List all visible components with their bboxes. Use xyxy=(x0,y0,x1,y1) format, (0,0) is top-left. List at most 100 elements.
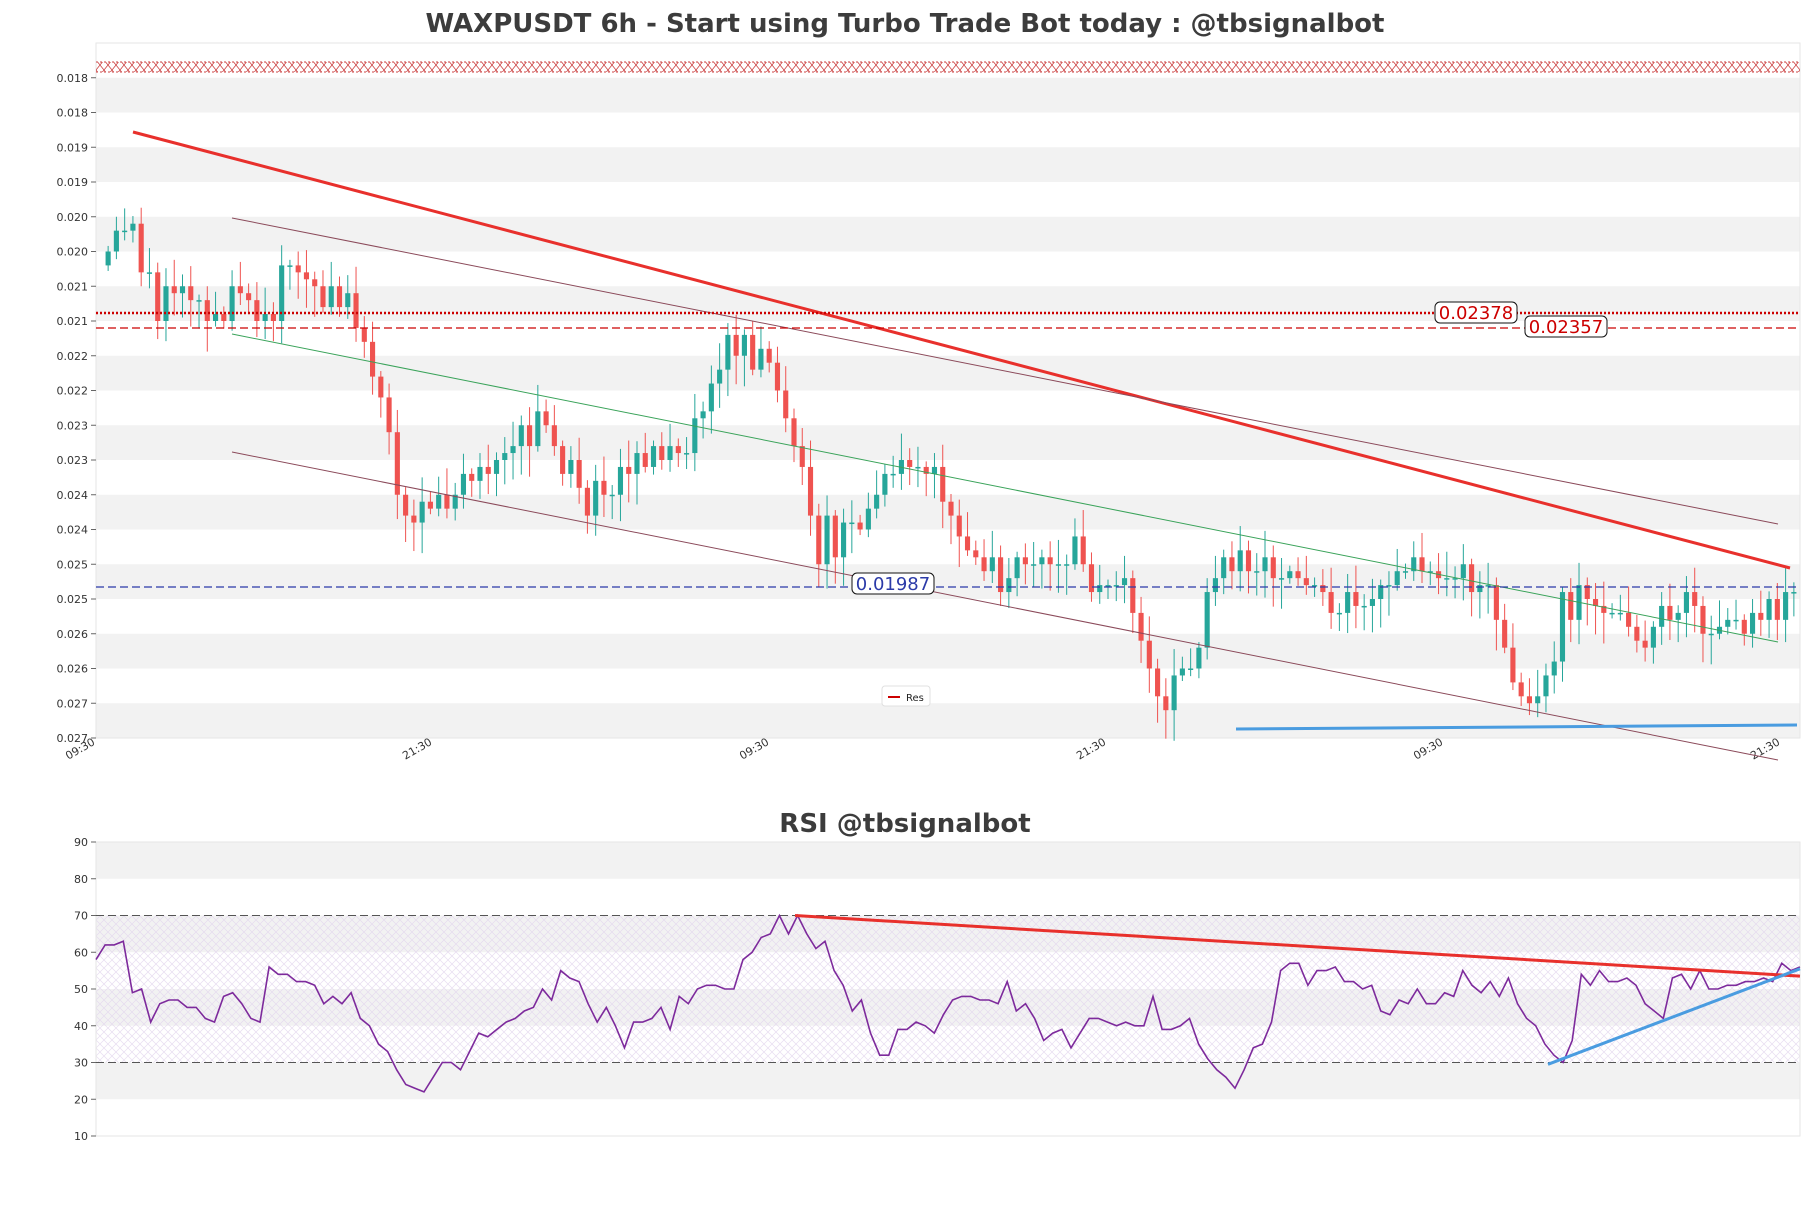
background-band xyxy=(96,425,1800,460)
candle-up xyxy=(1105,585,1111,587)
support-trendline xyxy=(1235,723,1798,731)
candle-down xyxy=(774,362,781,391)
candle-up xyxy=(650,446,657,467)
candle-down xyxy=(799,446,805,467)
candle-up xyxy=(568,460,574,474)
x-tick-label: 09:30 xyxy=(737,735,771,762)
candle-down xyxy=(857,522,863,530)
y-tick-label: 0.026 xyxy=(57,628,89,641)
candle-up xyxy=(725,334,731,370)
candle-up xyxy=(593,480,599,516)
candle-up xyxy=(1617,612,1623,615)
candle-up xyxy=(1477,585,1483,593)
candle-down xyxy=(766,348,772,363)
rsi-y-tick-label: 70 xyxy=(74,910,88,923)
candle-up xyxy=(989,557,995,572)
candle-down xyxy=(1295,571,1301,579)
candle-down xyxy=(923,466,929,474)
candle-up xyxy=(1179,668,1185,676)
price-level-badge xyxy=(851,572,935,595)
candle-down xyxy=(1353,592,1359,606)
candle-down xyxy=(1493,585,1499,620)
candle-down xyxy=(1088,564,1095,593)
candle-down xyxy=(378,376,384,398)
candle-down xyxy=(1510,647,1516,683)
candle-up xyxy=(1204,592,1210,648)
candle-down xyxy=(1328,592,1334,613)
candle-up xyxy=(1361,605,1367,608)
candle-down xyxy=(1155,668,1161,697)
candle-up xyxy=(1551,661,1557,676)
y-tick-label: 0.021 xyxy=(57,315,89,328)
candle-up xyxy=(1650,626,1656,648)
main-chart-title: WAXPUSDT 6h - Start using Turbo Trade Bo… xyxy=(426,9,1385,39)
candle-up xyxy=(1031,564,1037,566)
candle-up xyxy=(1411,557,1417,572)
price-level-label: 0.01987 xyxy=(856,574,930,595)
candle-down xyxy=(675,446,681,454)
candle-up xyxy=(328,286,334,308)
candle-up xyxy=(609,494,615,497)
candle-down xyxy=(551,425,557,447)
candle-down xyxy=(1692,592,1698,606)
candle-down xyxy=(1700,605,1706,634)
background-band xyxy=(96,564,1800,599)
candle-down xyxy=(783,390,789,419)
candle-down xyxy=(369,341,376,377)
candle-up xyxy=(1312,585,1318,587)
candle-down xyxy=(353,293,359,328)
candle-up xyxy=(1766,599,1772,620)
rsi-chart-title: RSI @tbsignalbot xyxy=(779,809,1030,839)
candle-down xyxy=(336,286,343,308)
background-band xyxy=(96,147,1800,182)
candle-up xyxy=(1559,592,1566,662)
rsi-line xyxy=(95,913,1801,1093)
candle-up xyxy=(1452,578,1458,580)
y-tick-label: 0.018 xyxy=(57,107,89,120)
candle-down xyxy=(807,466,814,516)
y-tick-label: 0.024 xyxy=(57,489,89,502)
candle-up xyxy=(1609,612,1615,615)
candle-down xyxy=(659,446,665,460)
candle-up xyxy=(196,300,202,302)
candle-up xyxy=(1386,585,1392,587)
candle-up xyxy=(1221,557,1227,579)
candle-down xyxy=(1642,640,1648,648)
candle-up xyxy=(1097,585,1103,593)
candle-down xyxy=(1584,585,1590,599)
rsi-y-tick-label: 10 xyxy=(74,1130,88,1143)
channel-lower-line xyxy=(231,451,1779,761)
y-tick-label: 0.023 xyxy=(57,454,89,467)
candle-up xyxy=(212,314,219,321)
rsi-y-tick-label: 30 xyxy=(74,1057,88,1070)
candle-down xyxy=(1022,557,1028,565)
candle-up xyxy=(1535,696,1541,704)
candle-down xyxy=(642,453,648,467)
candle-down xyxy=(171,286,177,294)
channel-middle-line xyxy=(231,333,1779,643)
y-tick-label: 0.020 xyxy=(57,246,89,259)
candle-up xyxy=(849,522,855,525)
candle-up xyxy=(1345,592,1351,613)
candle-up xyxy=(262,314,268,321)
y-tick-label: 0.027 xyxy=(57,732,89,745)
candle-down xyxy=(1634,626,1640,641)
background-band xyxy=(96,355,1800,391)
candle-up xyxy=(436,494,442,509)
candle-down xyxy=(1758,612,1764,620)
candle-up xyxy=(931,466,938,474)
candle-up xyxy=(1725,619,1731,627)
price-level-label: 0.02357 xyxy=(1529,317,1603,338)
candle-down xyxy=(1568,592,1574,620)
candle-up xyxy=(1427,571,1433,573)
x-tick-label: 21:30 xyxy=(1748,735,1782,762)
candle-down xyxy=(733,334,739,356)
candle-down xyxy=(576,460,582,488)
y-tick-label: 0.021 xyxy=(57,280,89,293)
candle-down xyxy=(998,557,1004,593)
candle-up xyxy=(874,494,880,509)
candle-up xyxy=(452,494,458,509)
candle-up xyxy=(865,508,871,530)
candle-up xyxy=(1378,585,1384,599)
candle-up xyxy=(518,425,524,447)
